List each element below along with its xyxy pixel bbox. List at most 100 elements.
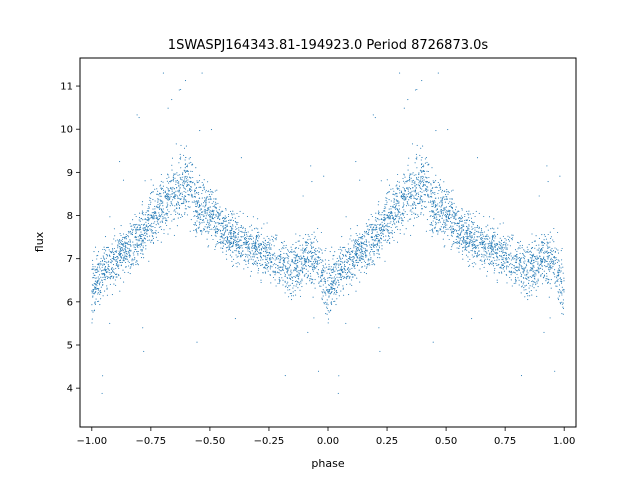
data-point: [338, 264, 340, 266]
data-point: [421, 191, 423, 193]
data-point: [262, 263, 264, 265]
data-point: [531, 275, 533, 277]
data-point: [188, 194, 190, 196]
data-point: [121, 248, 123, 250]
data-point: [524, 250, 526, 252]
data-point: [117, 257, 119, 259]
data-point: [218, 241, 220, 244]
data-point: [408, 157, 410, 159]
data-point: [395, 215, 397, 217]
data-point: [235, 239, 237, 241]
data-point: [354, 275, 356, 277]
data-point: [275, 272, 277, 274]
data-point: [458, 229, 460, 232]
data-point: [274, 279, 276, 281]
data-point: [561, 286, 563, 288]
data-point: [356, 277, 358, 279]
data-point: [180, 178, 182, 180]
data-point: [540, 251, 542, 253]
data-point: [239, 210, 241, 212]
data-point: [294, 269, 296, 271]
data-point: [263, 250, 265, 252]
data-point: [310, 278, 312, 280]
data-point: [540, 267, 542, 269]
data-point: [364, 236, 366, 238]
data-point: [225, 237, 227, 239]
data-point: [229, 249, 232, 251]
data-point: [351, 240, 353, 242]
data-point: [358, 238, 360, 240]
data-point: [411, 211, 413, 213]
data-point: [200, 186, 202, 189]
data-point: [497, 252, 499, 254]
data-point: [451, 228, 453, 230]
data-point: [387, 215, 389, 217]
data-point: [332, 287, 335, 290]
data-point: [174, 198, 176, 200]
data-point: [362, 238, 364, 240]
data-point: [387, 235, 390, 237]
data-point: [96, 281, 98, 284]
data-point: [453, 202, 455, 204]
data-point: [229, 254, 231, 256]
data-point: [134, 248, 136, 250]
data-point: [437, 222, 439, 224]
data-point: [492, 248, 494, 250]
data-point: [308, 250, 310, 252]
data-point: [397, 221, 400, 223]
data-point: [501, 252, 504, 254]
data-point: [151, 235, 153, 237]
data-point: [302, 247, 304, 249]
data-point: [159, 199, 161, 201]
data-point: [94, 282, 96, 284]
data-point: [486, 258, 488, 260]
data-point: [207, 246, 209, 248]
data-point: [318, 276, 320, 278]
data-point: [461, 208, 463, 210]
data-point: [120, 253, 122, 255]
data-point: [447, 235, 449, 237]
data-point: [131, 228, 133, 230]
data-point: [318, 262, 320, 264]
data-point: [156, 193, 158, 195]
data-point: [244, 231, 246, 233]
data-point: [312, 264, 314, 266]
data-point: [505, 266, 508, 268]
data-point: [135, 237, 137, 239]
data-point: [320, 280, 322, 282]
data-point: [302, 195, 304, 197]
data-point: [179, 153, 181, 155]
data-point: [302, 268, 304, 270]
data-point: [280, 254, 282, 256]
data-point: [467, 214, 469, 216]
data-point: [238, 240, 241, 242]
data-point: [470, 237, 472, 239]
data-point: [341, 266, 343, 268]
data-point: [235, 235, 237, 237]
data-point: [423, 164, 425, 166]
data-point: [210, 224, 212, 226]
data-point: [559, 292, 562, 294]
data-point: [103, 272, 105, 274]
data-point: [439, 228, 441, 230]
data-point: [189, 189, 191, 191]
data-point: [322, 295, 324, 297]
data-point: [323, 277, 325, 279]
data-point: [184, 213, 186, 215]
data-point: [465, 219, 468, 222]
data-point: [205, 223, 207, 225]
data-point: [256, 240, 259, 242]
data-point: [134, 246, 136, 249]
data-point: [304, 259, 306, 261]
data-point: [162, 218, 164, 220]
data-point: [136, 114, 138, 116]
data-point: [414, 182, 416, 184]
data-point: [175, 180, 177, 182]
data-point: [333, 282, 335, 284]
data-point: [316, 260, 319, 262]
data-point: [422, 182, 425, 184]
data-point: [244, 234, 246, 237]
data-point: [474, 246, 476, 248]
data-point: [437, 231, 439, 233]
data-point: [368, 241, 370, 243]
